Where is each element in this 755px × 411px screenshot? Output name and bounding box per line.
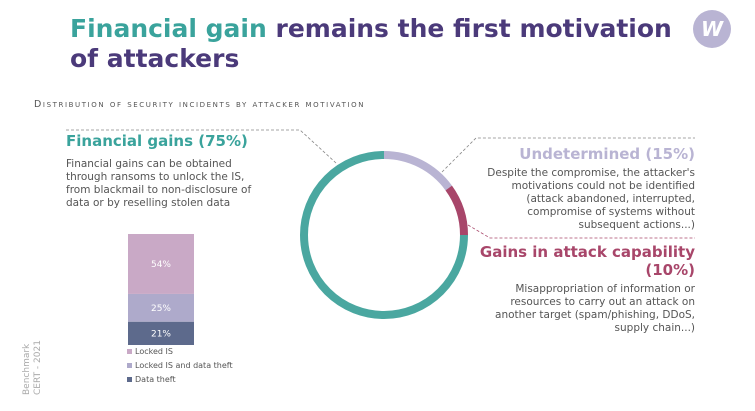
stacked-bar-chart: 21% 25% 54% [128,234,194,345]
donut-segment-gains-in-attack-capability [445,185,468,236]
source-line-1: Benchmark [22,343,32,395]
donut-segment-financial-gains [300,151,468,319]
wavestone-logo: W [693,10,731,48]
financial-heading: Financial gains (75%) [66,132,248,150]
financial-description: Financial gains can be obtained through … [66,158,252,209]
title-highlight: Financial gain [70,14,267,43]
source-line-2: CERT - 2021 [33,340,43,395]
legend-swatch [127,363,132,368]
capability-leader-line [467,224,695,239]
donut-segment-undetermined [383,151,452,191]
financial-leader-line [66,129,337,164]
legend-item-locked-is: Locked IS [127,347,173,356]
legend-label: Locked IS and data theft [135,361,233,370]
chart-subtitle: Distribution of security incidents by at… [34,99,366,110]
bar-segment [128,321,194,345]
legend-swatch [127,377,132,382]
logo-letter: W [700,17,724,41]
bar-segment [128,234,194,294]
legend-swatch [127,349,132,354]
legend-label: Data theft [135,375,176,384]
legend-item-locked-is-data-theft: Locked IS and data theft [127,361,233,370]
donut-chart [300,151,468,319]
source-note: Benchmark CERT - 2021 [22,340,44,395]
bar-data-label: 54% [151,260,171,270]
undetermined-leader-line [441,137,695,173]
bar-data-label: 25% [151,304,171,314]
capability-description: Misappropriation of information or resou… [495,283,695,334]
bar-data-label: 21% [151,329,171,339]
bar-segment [128,293,194,322]
legend-label: Locked IS [135,347,173,356]
undetermined-description: Despite the compromise, the attacker's m… [487,167,695,231]
page-title: Financial gain remains the first motivat… [70,14,690,74]
capability-heading: Gains in attack capability (10%) [479,243,695,279]
legend-item-data-theft: Data theft [127,375,176,384]
undetermined-heading: Undetermined (15%) [519,145,695,163]
title-rest: remains the first motivation of attacker… [70,14,672,73]
